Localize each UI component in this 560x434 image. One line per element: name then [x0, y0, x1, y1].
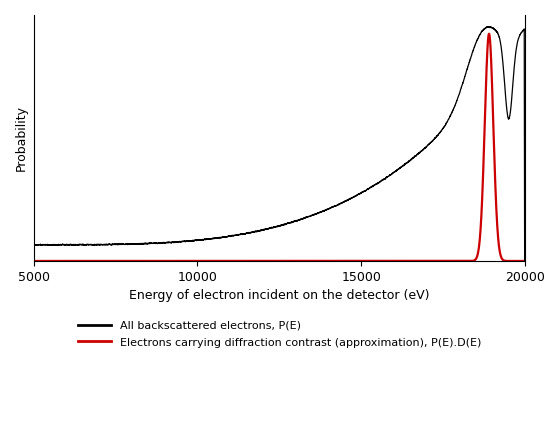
Legend: All backscattered electrons, P(E), Electrons carrying diffraction contrast (appr: All backscattered electrons, P(E), Elect…	[77, 321, 481, 348]
Y-axis label: Probability: Probability	[15, 105, 28, 171]
X-axis label: Energy of electron incident on the detector (eV): Energy of electron incident on the detec…	[129, 289, 430, 302]
